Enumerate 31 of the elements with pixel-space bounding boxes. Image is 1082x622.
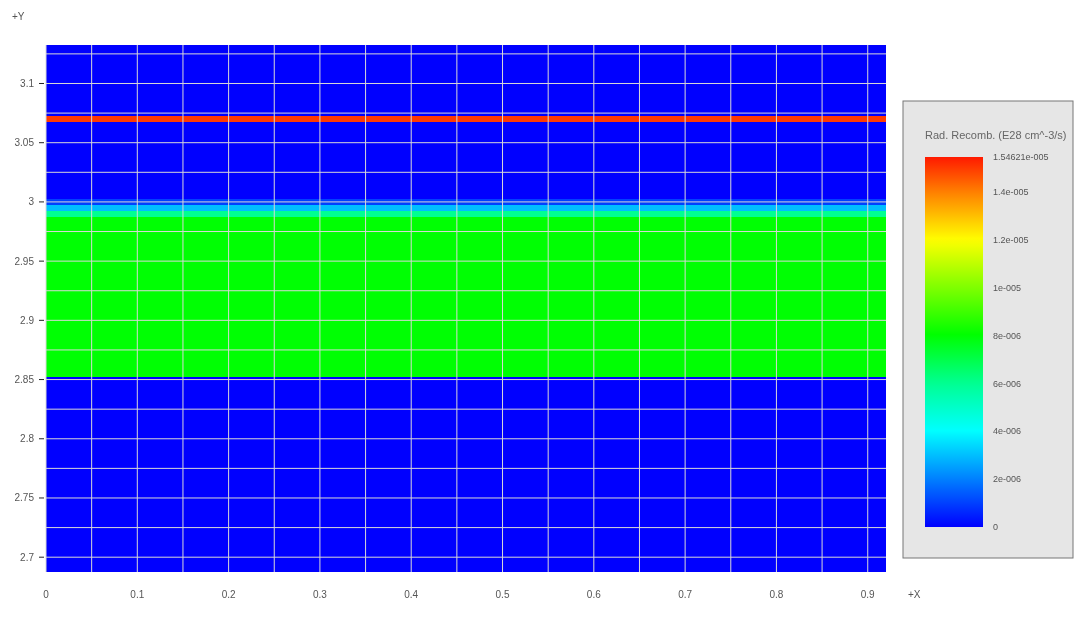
x-tick-label: 0 — [43, 589, 50, 600]
color-bar-title: Rad. Recomb. (E28 cm^-3/s) — [925, 129, 1067, 141]
y-tick-label: 2.75 — [14, 492, 35, 504]
x-tick-label: 0.2 — [221, 589, 236, 600]
y-tick-label: 2.85 — [14, 374, 35, 386]
x-tick-label: 0.6 — [586, 589, 602, 600]
color-bar-label: 2e-006 — [993, 474, 1022, 485]
x-tick-label: 0.8 — [769, 589, 784, 600]
color-bar-label: 6e-006 — [993, 378, 1022, 389]
color-bar-label: 1.54621e-005 — [993, 152, 1049, 163]
y-tick-label: 2.95 — [14, 255, 35, 267]
color-bar-label: 8e-006 — [993, 330, 1022, 341]
y-axis-title: +Y — [12, 11, 25, 22]
x-axis-title: +X — [908, 589, 921, 600]
y-tick-label: 3 — [28, 196, 35, 208]
y-tick-label: 2.8 — [20, 433, 35, 445]
color-bar-label: 1.2e-005 — [993, 235, 1029, 245]
x-tick-label: 0.9 — [860, 589, 876, 600]
y-tick-label: 2.9 — [20, 314, 35, 326]
x-tick-label: 0.4 — [404, 589, 419, 600]
y-tick-label: 3.1 — [20, 77, 35, 89]
color-bar-label: 0 — [993, 522, 999, 533]
x-tick-label: 0.7 — [678, 589, 693, 600]
x-tick-label: 0.1 — [130, 589, 145, 600]
color-bar-label: 1e-005 — [993, 282, 1022, 293]
y-tick-label: 2.7 — [20, 551, 35, 563]
color-bar-label: 4e-006 — [993, 426, 1022, 437]
x-tick-label: 0.5 — [495, 589, 510, 600]
y-tick-label: 3.05 — [14, 137, 35, 149]
color-bar-label: 1.4e-005 — [993, 187, 1029, 198]
x-tick-label: 0.3 — [312, 589, 328, 600]
